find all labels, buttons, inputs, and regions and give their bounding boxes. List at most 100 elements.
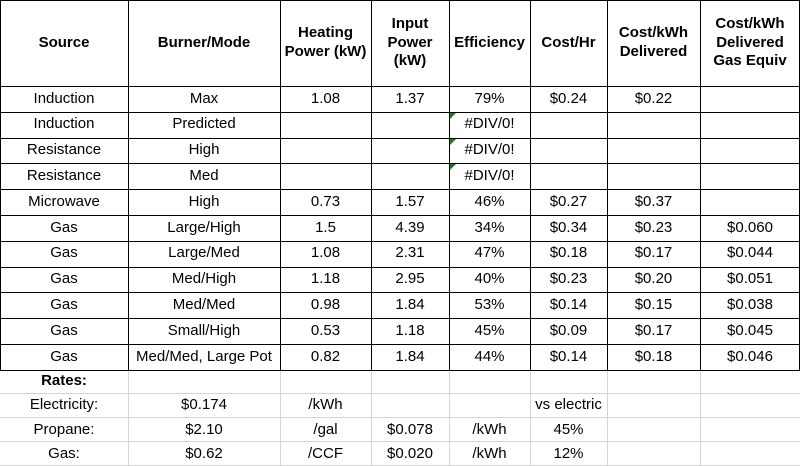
table-cell[interactable]: 1.37 — [395, 89, 425, 107]
table-cell[interactable] — [530, 138, 607, 164]
header-source[interactable]: Source — [38, 33, 90, 51]
table-cell[interactable] — [280, 138, 371, 164]
rates-cell[interactable] — [607, 442, 700, 466]
table-cell[interactable]: #DIV/0! — [464, 115, 515, 133]
table-cell[interactable]: #DIV/0! — [464, 141, 515, 159]
table-cell[interactable]: $0.045 — [727, 321, 773, 339]
rates-cell[interactable] — [700, 442, 800, 466]
error-indicator-icon[interactable] — [450, 138, 456, 145]
table-cell[interactable]: $0.37 — [634, 192, 673, 210]
table-cell[interactable]: $0.051 — [727, 270, 773, 288]
table-cell[interactable]: Gas — [50, 347, 78, 365]
table-cell[interactable]: Predicted — [172, 115, 236, 133]
table-cell[interactable]: $0.09 — [549, 321, 588, 339]
empty-cell[interactable] — [280, 370, 371, 394]
error-indicator-icon[interactable] — [450, 112, 456, 119]
table-cell[interactable]: Microwave — [28, 192, 100, 210]
rates-cell[interactable] — [371, 394, 449, 418]
table-cell[interactable] — [700, 189, 800, 215]
table-cell[interactable] — [530, 112, 607, 138]
table-cell[interactable]: $0.044 — [727, 244, 773, 262]
table-cell[interactable]: Small/High — [167, 321, 241, 339]
table-cell[interactable]: 2.31 — [395, 244, 425, 262]
table-cell[interactable]: 79% — [474, 89, 505, 107]
error-indicator-icon[interactable] — [450, 164, 456, 171]
table-cell[interactable]: Induction — [33, 89, 95, 107]
table-cell[interactable]: $0.22 — [634, 89, 673, 107]
table-cell[interactable]: 4.39 — [395, 218, 425, 236]
table-cell[interactable]: Gas — [50, 321, 78, 339]
table-cell[interactable]: $0.17 — [634, 244, 673, 262]
table-cell[interactable]: Resistance — [26, 166, 102, 184]
rates-cell[interactable]: Gas: — [48, 444, 80, 462]
rates-cell[interactable]: $0.020 — [387, 444, 433, 462]
table-cell[interactable] — [530, 163, 607, 189]
table-cell[interactable]: 1.08 — [310, 244, 341, 262]
table-cell[interactable]: $0.23 — [549, 270, 588, 288]
table-cell[interactable]: 45% — [474, 321, 505, 339]
empty-cell[interactable] — [449, 370, 530, 394]
rates-cell[interactable]: /kWh — [472, 420, 507, 438]
table-cell[interactable]: $0.24 — [549, 89, 588, 107]
rates-cell[interactable]: /gal — [313, 420, 338, 438]
table-cell[interactable]: Med — [189, 166, 219, 184]
rates-label[interactable]: Rates: — [41, 372, 87, 390]
empty-cell[interactable] — [128, 370, 280, 394]
table-cell[interactable]: 0.53 — [310, 321, 341, 339]
empty-cell[interactable] — [700, 370, 800, 394]
table-cell[interactable]: 1.18 — [395, 321, 425, 339]
header-burner-mode[interactable]: Burner/Mode — [157, 33, 251, 51]
rates-cell[interactable]: /CCF — [308, 444, 343, 462]
rates-cell[interactable]: vs electric — [535, 396, 602, 414]
header-cost-kwh-delivered[interactable]: Cost/kWh Delivered — [618, 24, 689, 60]
table-cell[interactable] — [607, 138, 700, 164]
header-cost-kwh-gas-equiv[interactable]: Cost/kWh Delivered Gas Equiv — [713, 14, 787, 70]
table-cell[interactable]: High — [188, 141, 220, 159]
table-cell[interactable] — [371, 112, 449, 138]
table-cell[interactable]: Gas — [50, 218, 78, 236]
table-cell[interactable]: $0.18 — [549, 244, 588, 262]
table-cell[interactable] — [700, 138, 800, 164]
table-cell[interactable] — [607, 163, 700, 189]
table-cell[interactable] — [280, 163, 371, 189]
table-cell[interactable]: $0.17 — [634, 321, 673, 339]
table-cell[interactable] — [371, 138, 449, 164]
table-cell[interactable]: 53% — [474, 295, 505, 313]
table-cell[interactable]: Max — [189, 89, 219, 107]
table-cell[interactable]: 1.5 — [315, 218, 336, 236]
rates-cell[interactable]: $0.174 — [181, 396, 227, 414]
header-efficiency[interactable]: Efficiency — [454, 33, 525, 51]
table-cell[interactable]: $0.23 — [634, 218, 673, 236]
table-cell[interactable] — [371, 163, 449, 189]
table-cell[interactable]: $0.27 — [549, 192, 588, 210]
table-cell[interactable]: Resistance — [26, 141, 102, 159]
rates-cell[interactable] — [607, 418, 700, 442]
empty-cell[interactable] — [371, 370, 449, 394]
table-cell[interactable]: $0.14 — [549, 295, 588, 313]
table-cell[interactable]: Induction — [33, 115, 95, 133]
table-cell[interactable]: 1.08 — [310, 89, 341, 107]
table-cell[interactable]: Gas — [50, 270, 78, 288]
empty-cell[interactable] — [530, 370, 607, 394]
table-cell[interactable]: Gas — [50, 295, 78, 313]
table-cell[interactable]: Large/High — [167, 218, 241, 236]
table-cell[interactable]: 44% — [474, 347, 505, 365]
table-cell[interactable] — [700, 112, 800, 138]
table-cell[interactable]: Med/Med, Large Pot — [136, 347, 272, 365]
table-cell[interactable]: $0.046 — [727, 347, 773, 365]
rates-cell[interactable]: $0.078 — [387, 420, 433, 438]
table-cell[interactable]: High — [188, 192, 220, 210]
rates-cell[interactable]: $2.10 — [185, 420, 223, 438]
table-cell[interactable]: #DIV/0! — [464, 166, 515, 184]
table-cell[interactable]: 47% — [474, 244, 505, 262]
table-cell[interactable]: 1.57 — [395, 192, 425, 210]
table-cell[interactable] — [700, 86, 800, 112]
table-cell[interactable]: 1.84 — [395, 295, 425, 313]
header-input-power[interactable]: Input Power (kW) — [387, 14, 433, 70]
rates-cell[interactable]: Electricity: — [29, 396, 99, 414]
rates-cell[interactable] — [607, 394, 700, 418]
table-cell[interactable]: $0.038 — [727, 295, 773, 313]
table-cell[interactable]: 0.98 — [310, 295, 341, 313]
table-cell[interactable]: 40% — [474, 270, 505, 288]
table-cell[interactable]: $0.34 — [549, 218, 588, 236]
